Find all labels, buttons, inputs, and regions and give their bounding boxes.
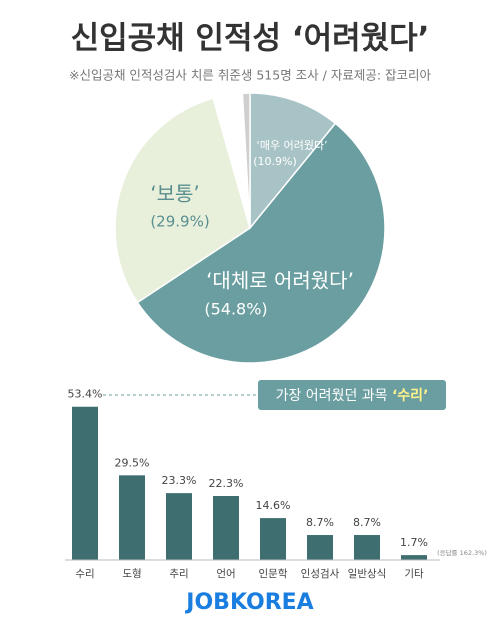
bar	[213, 495, 239, 560]
x-tick-label: 기타	[404, 568, 424, 580]
bar	[119, 475, 145, 560]
annotation-highlight: ‘수리’	[392, 388, 428, 404]
x-tick-label: 인문학	[259, 568, 288, 580]
value-label: 8.7%	[306, 516, 334, 529]
slice-label: ‘대체로 어려웠다’	[206, 269, 354, 293]
bar	[307, 535, 333, 560]
footer-logo: JOBKOREA	[184, 590, 313, 615]
value-label: 53.4%	[68, 388, 103, 401]
x-tick-label: 도형	[122, 568, 141, 580]
x-tick-label: 인성검사	[301, 568, 340, 580]
annotation-box	[258, 380, 446, 410]
slice-label: ‘매우 어려웠다’	[256, 139, 327, 152]
bar	[401, 555, 427, 560]
slice-value-label: (29.9%)	[150, 213, 209, 231]
slice-value-label: (10.9%)	[253, 155, 297, 168]
value-label: 22.3%	[209, 477, 244, 490]
value-label: 29.5%	[115, 456, 150, 469]
x-tick-label: 추리	[169, 568, 188, 580]
value-label: 8.7%	[353, 516, 381, 529]
x-tick-label: 언어	[216, 568, 235, 580]
annotation: 가장 어려웠던 과목 ‘수리’	[276, 388, 429, 404]
bar	[260, 518, 286, 560]
pie-slice	[249, 92, 337, 231]
pie-slice	[114, 97, 251, 304]
x-tick-label: 수리	[75, 568, 94, 580]
note: (응답률 162.3%)	[437, 549, 487, 557]
annotation-text: 가장 어려웠던 과목	[276, 388, 392, 404]
value-label: 1.7%	[400, 536, 428, 549]
bar	[166, 493, 192, 560]
value-label: 23.3%	[162, 474, 197, 487]
slice-label: ‘보통’	[150, 182, 200, 206]
value-label: 14.6%	[256, 499, 291, 512]
x-tick-label: 일반상식	[348, 567, 387, 580]
bar	[72, 406, 98, 560]
slice-value-label: (54.8%)	[204, 300, 267, 319]
bar	[354, 535, 380, 560]
subtitle: ※신입공채 인적성검사 치른 취준생 515명 조사 / 자료제공: 잡코리아	[69, 68, 432, 83]
pie-slice	[136, 122, 386, 364]
title: 신입공채 인적성 ‘어려웠다’	[71, 21, 430, 57]
pie-slice	[241, 92, 251, 229]
